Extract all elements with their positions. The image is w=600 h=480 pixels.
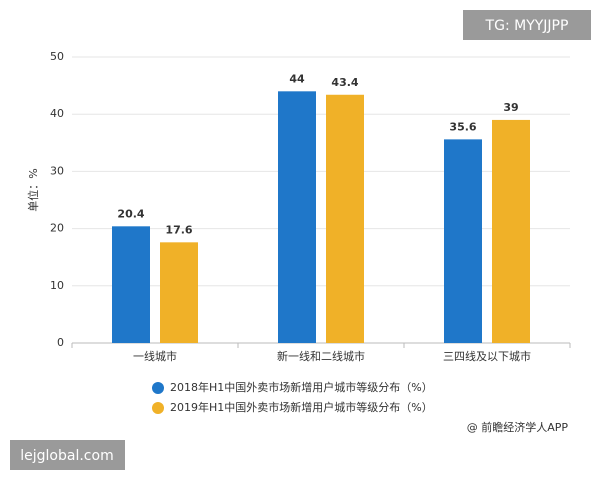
value-label: 44	[289, 72, 305, 85]
source: @ 前瞻经济学人APP	[467, 420, 569, 434]
value-label: 43.4	[331, 76, 358, 89]
legend-marker	[152, 382, 164, 394]
watermark-box	[10, 440, 125, 470]
watermark-box	[463, 10, 591, 40]
value-label: 39	[503, 101, 518, 114]
y-tick-label: 30	[50, 164, 64, 177]
y-tick-label: 40	[50, 107, 64, 120]
legend-marker	[152, 402, 164, 414]
x-tick-label: 一线城市	[133, 349, 177, 363]
y-tick-label: 10	[50, 279, 64, 292]
y-tick-label: 20	[50, 222, 64, 235]
value-label: 35.6	[449, 120, 476, 133]
y-axis-label: 单位：%	[26, 168, 40, 211]
bar	[444, 139, 482, 343]
watermark: lejglobal.com	[20, 448, 113, 464]
watermark: TG: MYYJJPP	[485, 18, 569, 34]
bar	[492, 119, 530, 343]
legend-label: 2018年H1中国外卖市场新增用户城市等级分布（%）	[170, 380, 433, 394]
bar	[160, 242, 198, 343]
value-label: 20.4	[117, 207, 144, 220]
value-label: 17.6	[165, 223, 192, 236]
bar	[112, 226, 150, 343]
y-tick-label: 0	[57, 336, 64, 349]
bar	[278, 91, 316, 343]
x-tick-label: 三四线及以下城市	[443, 349, 531, 363]
legend-label: 2019年H1中国外卖市场新增用户城市等级分布（%）	[170, 400, 433, 414]
y-tick-label: 50	[50, 50, 64, 63]
bar	[326, 94, 364, 343]
x-tick-label: 新一线和二线城市	[277, 349, 365, 363]
